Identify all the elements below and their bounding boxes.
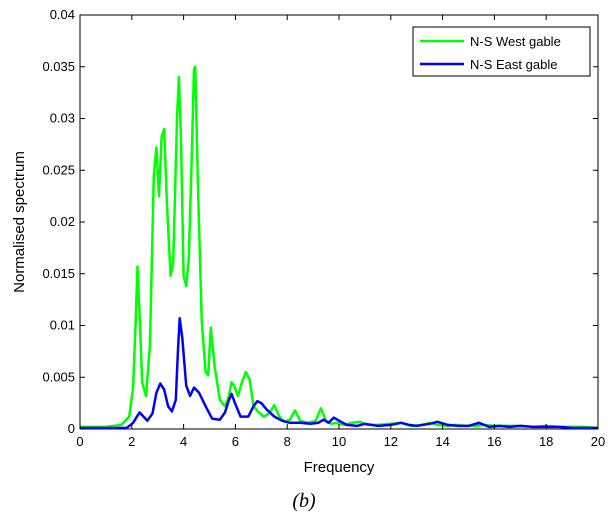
legend-label-east: N-S East gable <box>470 57 557 72</box>
y-tick-label: 0 <box>68 421 75 436</box>
y-tick-label: 0.005 <box>42 369 75 384</box>
tick-layer: 0 2 4 6 8 10 12 14 16 18 20 0 0.005 0.01 0.015 0.02 0.02… <box>42 7 605 449</box>
legend: N-S West gable N-S East gable <box>412 26 591 77</box>
x-axis-label: Frequency <box>304 459 375 476</box>
x-tick-label: 12 <box>384 434 398 449</box>
y-tick-label: 0.03 <box>50 111 75 126</box>
chart-svg: 0 2 4 6 8 10 12 14 16 18 20 0 0.005 0.01 0.015 0.02 0.02… <box>11 7 605 476</box>
x-tick-label: 2 <box>128 434 135 449</box>
y-tick-label: 0.01 <box>50 318 75 333</box>
x-tick-label: 6 <box>232 434 239 449</box>
figure-caption: (b) <box>292 490 316 512</box>
x-tick-label: 18 <box>539 434 553 449</box>
x-tick-label: 0 <box>76 434 83 449</box>
y-tick-label: 0.04 <box>50 7 75 22</box>
legend-label-west: N-S West gable <box>470 34 561 49</box>
x-tick-label: 20 <box>591 434 605 449</box>
legend-box <box>412 26 591 77</box>
y-tick-label: 0.02 <box>50 214 75 229</box>
y-tick-label: 0.035 <box>42 59 75 74</box>
y-tick-label: 0.015 <box>42 266 75 281</box>
x-tick-label: 10 <box>332 434 346 449</box>
y-tick-label: 0.025 <box>42 162 75 177</box>
series-line-east-gable <box>80 317 598 430</box>
series-layer <box>80 65 599 430</box>
x-tick-label: 16 <box>487 434 501 449</box>
x-tick-label: 8 <box>284 434 291 449</box>
y-axis-label: Normalised spectrum <box>11 151 28 293</box>
plot-area <box>79 14 599 430</box>
x-tick-label: 4 <box>180 434 187 449</box>
series-line-west-gable <box>80 65 599 430</box>
x-tick-label: 14 <box>435 434 449 449</box>
